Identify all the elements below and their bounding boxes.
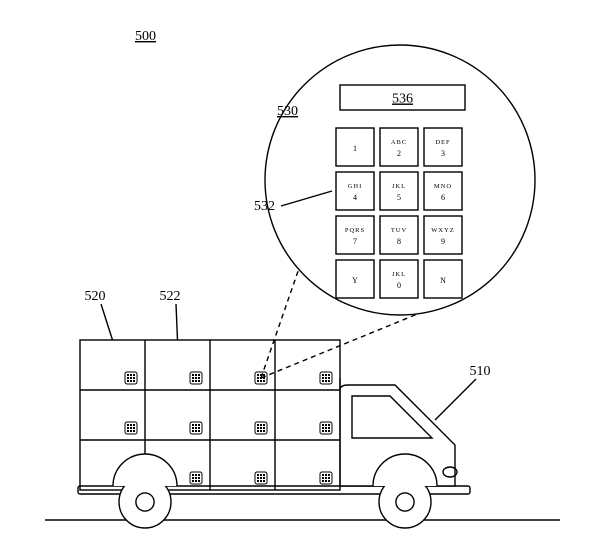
key-number: 5 xyxy=(397,193,401,202)
locker-keypad-icon xyxy=(320,472,332,484)
ref-500: 500 xyxy=(135,29,156,44)
ref-520: 520 xyxy=(85,289,106,304)
locker-keypad-icon xyxy=(190,472,202,484)
key-letters: PQRS xyxy=(345,227,365,234)
locker-keypad-icon xyxy=(125,372,137,384)
key-number: 6 xyxy=(441,193,445,202)
key-number: 3 xyxy=(441,149,445,158)
key-number: 9 xyxy=(441,237,445,246)
key-number: 2 xyxy=(397,149,401,158)
key-letters: JKL xyxy=(392,183,406,190)
key-number: N xyxy=(440,276,446,285)
locker-keypad-icon xyxy=(255,422,267,434)
key-letters: MNO xyxy=(434,183,452,190)
locker-keypad-icon xyxy=(190,372,202,384)
key-letters: JKL xyxy=(392,271,406,278)
ref-532: 532 xyxy=(254,199,275,214)
locker-keypad-icon xyxy=(320,422,332,434)
locker-keypad-icon xyxy=(320,372,332,384)
ref-536: 536 xyxy=(392,92,413,107)
key-number: 0 xyxy=(397,281,401,290)
key-number: 8 xyxy=(397,237,401,246)
key-number: 4 xyxy=(353,193,357,202)
locker-keypad-icon xyxy=(190,422,202,434)
ref-510: 510 xyxy=(470,364,491,379)
locker-keypad-icon xyxy=(255,472,267,484)
locker-keypad-icon xyxy=(125,422,137,434)
key-letters: TUV xyxy=(391,227,407,234)
key-letters: WXYZ xyxy=(431,227,455,234)
key-letters: ABC xyxy=(391,139,407,146)
key-letters: DEF xyxy=(435,139,450,146)
key-letters: GHI xyxy=(348,183,363,190)
key-number: Y xyxy=(352,276,358,285)
key-number: 1 xyxy=(353,144,357,153)
ref-530: 530 xyxy=(277,104,298,119)
key-number: 7 xyxy=(353,237,357,246)
ref-522: 522 xyxy=(160,289,181,304)
